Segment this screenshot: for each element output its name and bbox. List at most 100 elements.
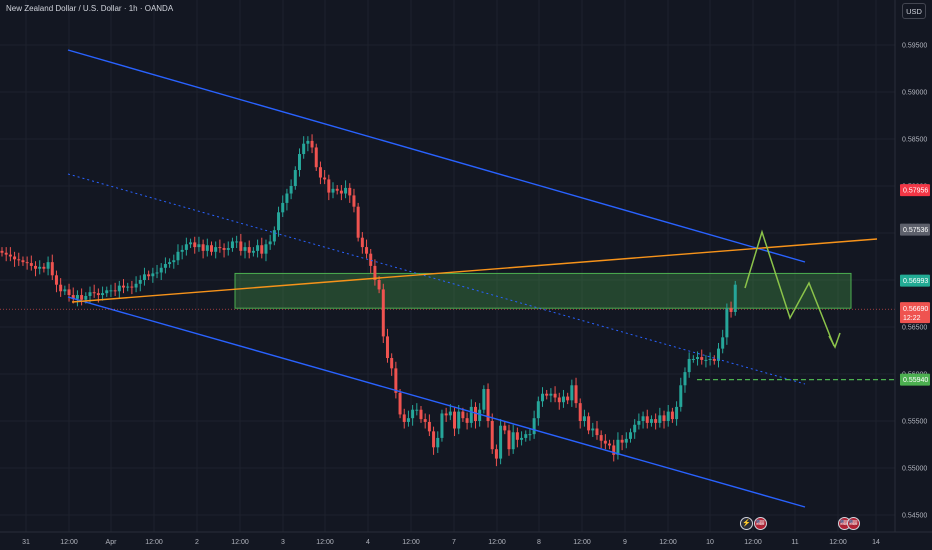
candle-body — [402, 414, 406, 422]
time-tick-label: 10 — [706, 539, 714, 546]
resistance-zone — [234, 272, 852, 309]
candle-body — [679, 385, 683, 407]
candle-body — [130, 286, 134, 288]
candle-body — [394, 368, 398, 393]
candle-body — [71, 295, 75, 299]
candle-body — [339, 190, 343, 194]
candle-body — [691, 358, 695, 360]
candle-body — [210, 245, 213, 252]
candle-body — [0, 250, 4, 253]
candle-body — [310, 140, 314, 148]
price-tick-label: 0.58500 — [902, 137, 927, 144]
candle-body — [96, 293, 100, 296]
candle-body — [67, 289, 71, 296]
candle-body — [214, 247, 218, 252]
projection-arrowhead — [828, 332, 841, 349]
candle-body — [302, 143, 306, 155]
candle-body — [440, 413, 444, 438]
candle-body — [385, 336, 389, 359]
candle-body — [251, 250, 255, 253]
candle-body — [323, 177, 327, 180]
candle-body — [59, 284, 63, 292]
candle-body — [532, 418, 536, 435]
time-tick-label: 12:00 — [231, 539, 249, 546]
time-tick-label: 12:00 — [744, 539, 762, 546]
candle-body — [507, 430, 511, 450]
candle-body — [578, 403, 582, 421]
candle-body — [134, 283, 138, 288]
symbol-title: New Zealand Dollar / U.S. Dollar · 1h · … — [6, 4, 174, 13]
candle-body — [80, 295, 84, 300]
candle-body — [595, 428, 599, 436]
badge-bg — [900, 302, 930, 324]
candle-body — [524, 434, 528, 438]
zone-level-badge: 0.56993 — [900, 274, 930, 287]
candle-body — [377, 280, 381, 290]
candle-body — [696, 357, 700, 359]
time-tick-label: 12:00 — [573, 539, 591, 546]
badge-bg — [900, 373, 930, 386]
candle-body — [549, 393, 553, 396]
us-flag-icon[interactable]: 🇺🇸 — [754, 517, 767, 530]
candle-body — [268, 241, 272, 245]
time-axis: 31 12:00 Apr 12:00 2 12:00 3 12:00 4 12:00 7 12:00 8… — [22, 539, 880, 546]
candle-body — [637, 421, 641, 425]
candle-body — [197, 244, 201, 248]
upper-level-badge: 0.57536 — [900, 223, 930, 236]
candle-body — [729, 308, 733, 312]
candle-body — [63, 289, 67, 292]
candle-body — [708, 358, 712, 360]
high-level-badge: 0.57956 — [900, 184, 930, 197]
candle-body — [658, 415, 662, 423]
time-tick-label: 12:00 — [659, 539, 677, 546]
candle-body — [448, 411, 452, 416]
candle-body — [239, 241, 243, 251]
candle-body — [151, 273, 155, 277]
candle-body — [406, 418, 410, 422]
candle-body — [38, 266, 42, 269]
candle-body — [545, 393, 549, 396]
time-tick-label: Apr — [106, 539, 118, 546]
candle-body — [21, 260, 25, 263]
candle-body — [272, 230, 276, 242]
candle-body — [172, 260, 176, 263]
time-tick-label: 12:00 — [316, 539, 334, 546]
us-flag-icon[interactable]: 🇺🇸 — [847, 517, 860, 530]
candle-body — [155, 272, 159, 274]
candle-body — [193, 242, 197, 248]
currency-button[interactable]: USD — [902, 3, 926, 19]
candle-body — [687, 358, 691, 373]
candle-body — [557, 397, 561, 403]
candle-body — [260, 245, 264, 254]
candle-body — [704, 359, 708, 361]
candle-body — [733, 284, 737, 312]
candle-body — [289, 186, 293, 194]
lightning-icon[interactable]: ⚡ — [740, 517, 753, 530]
price-tick-label: 0.55500 — [902, 419, 927, 426]
candle-body — [117, 285, 121, 292]
candle-body — [285, 193, 289, 203]
candle-body — [50, 262, 54, 276]
candle-body — [473, 406, 477, 421]
candle-body — [582, 416, 586, 421]
candle-body — [25, 262, 29, 264]
candle-body — [356, 206, 360, 238]
candle-body — [612, 445, 616, 455]
candle-body — [616, 439, 620, 455]
candle-body — [138, 280, 142, 284]
candle-body — [277, 212, 281, 231]
candle-body — [335, 188, 339, 191]
time-tick-label: 14 — [872, 539, 880, 546]
price-tick-label: 0.54500 — [902, 513, 927, 520]
candle-body — [168, 262, 172, 265]
candle-body — [670, 411, 674, 420]
candle-body — [566, 396, 570, 401]
candle-body — [17, 259, 21, 261]
price-tick-label: 0.59000 — [902, 90, 927, 97]
candle-body — [603, 440, 607, 444]
candle-body — [415, 409, 419, 411]
badge-text: 0.56993 — [903, 278, 928, 285]
candle-body — [109, 290, 113, 292]
candle-body — [624, 438, 628, 443]
